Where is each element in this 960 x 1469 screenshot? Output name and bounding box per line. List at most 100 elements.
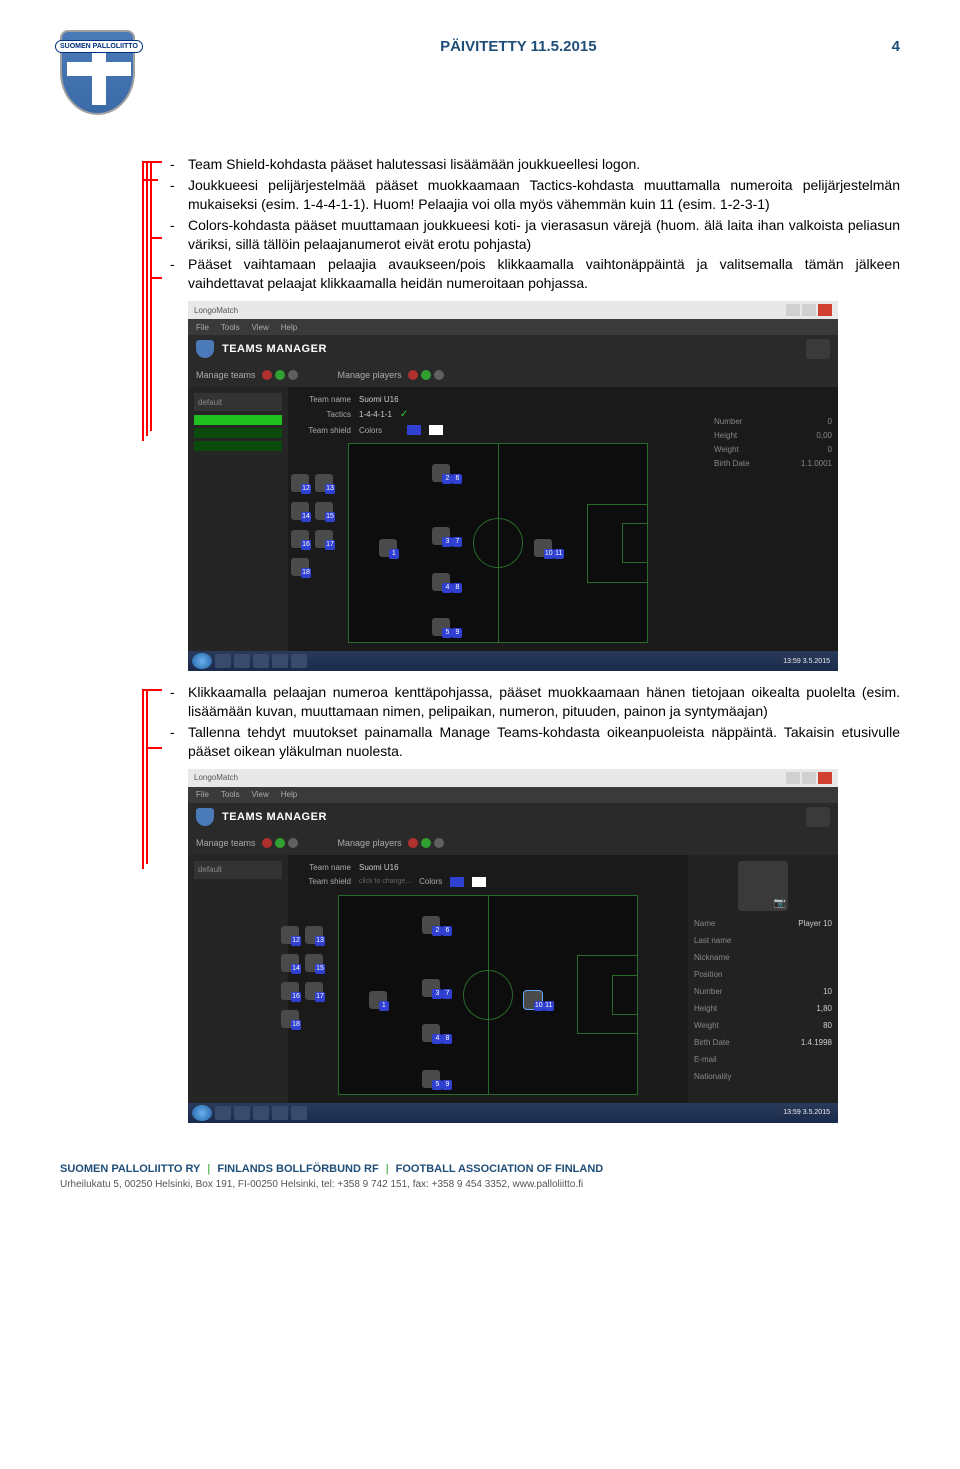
- menu-view[interactable]: View: [252, 790, 269, 799]
- start-button[interactable]: [192, 653, 212, 669]
- shield-hint[interactable]: click to change...: [359, 878, 411, 885]
- bench-player[interactable]: 12: [281, 926, 299, 944]
- save-icon[interactable]: [288, 370, 298, 380]
- height-input[interactable]: 1,80: [816, 1004, 832, 1013]
- task-icon[interactable]: [215, 654, 231, 668]
- shield-icon: [196, 340, 214, 358]
- color-away[interactable]: [472, 877, 486, 887]
- field-player[interactable]: 59: [432, 618, 450, 636]
- tactics-value[interactable]: 1-4-4-1-1: [359, 410, 392, 419]
- name-input[interactable]: Player 10: [798, 919, 832, 928]
- sidebar-slot[interactable]: [194, 428, 282, 438]
- task-icon[interactable]: [253, 1106, 269, 1120]
- bench-player[interactable]: 15: [315, 502, 333, 520]
- menu-help[interactable]: Help: [281, 323, 297, 332]
- field-player[interactable]: 1011: [534, 539, 552, 557]
- add-icon[interactable]: [275, 838, 285, 848]
- add-icon[interactable]: [421, 370, 431, 380]
- team-name-value[interactable]: Suomi U16: [359, 863, 399, 872]
- weight-input[interactable]: 80: [823, 1021, 832, 1030]
- sidebar-item-default[interactable]: default: [194, 393, 282, 411]
- footer-org: FINLANDS BOLLFÖRBUND RF: [217, 1163, 378, 1175]
- bench-player[interactable]: 15: [305, 954, 323, 972]
- window-title: LongoMatch: [194, 306, 786, 315]
- field-player[interactable]: 48: [432, 573, 450, 591]
- number-input[interactable]: 10: [823, 987, 832, 996]
- bullet-item: Tallenna tehdyt muutokset painamalla Man…: [160, 723, 900, 761]
- sidebar-slot[interactable]: [194, 415, 282, 425]
- field-player[interactable]: 1: [369, 991, 387, 1009]
- bullet-item: Pääset vaihtamaan pelaajia avaukseen/poi…: [160, 255, 900, 293]
- bullet-item: Joukkueesi pelijärjestelmää pääset muokk…: [160, 176, 900, 214]
- add-icon[interactable]: [275, 370, 285, 380]
- task-icon[interactable]: [253, 654, 269, 668]
- delete-icon[interactable]: [408, 370, 418, 380]
- menu-file[interactable]: File: [196, 790, 209, 799]
- bullet-list-top: Team Shield-kohdasta pääset halutessasi …: [160, 155, 900, 293]
- label: Team shield: [296, 877, 351, 886]
- bench-player[interactable]: 18: [281, 1010, 299, 1028]
- bench-player[interactable]: 14: [291, 502, 309, 520]
- bench-player[interactable]: 17: [315, 530, 333, 548]
- player-photo[interactable]: [738, 861, 788, 911]
- clock: 13:59 3.5.2015: [783, 1109, 834, 1116]
- window-buttons: [786, 772, 832, 784]
- bench-player[interactable]: 18: [291, 558, 309, 576]
- bench-player[interactable]: 14: [281, 954, 299, 972]
- task-icon[interactable]: [272, 654, 288, 668]
- bench-player[interactable]: 12: [291, 474, 309, 492]
- delete-icon[interactable]: [262, 370, 272, 380]
- sidebar-label: default: [198, 398, 222, 407]
- swap-icon[interactable]: [434, 838, 444, 848]
- bench-player[interactable]: 16: [291, 530, 309, 548]
- menu-file[interactable]: File: [196, 323, 209, 332]
- bullet-list-bottom: Klikkaamalla pelaajan numeroa kenttäpohj…: [160, 683, 900, 761]
- bench: 12 13 14 15 16 17 18: [291, 474, 341, 586]
- delete-icon[interactable]: [262, 838, 272, 848]
- shirt-icon[interactable]: [806, 339, 830, 359]
- delete-icon[interactable]: [408, 838, 418, 848]
- field-label: Height: [694, 1004, 717, 1013]
- start-button[interactable]: [192, 1105, 212, 1121]
- field-player[interactable]: 37: [422, 979, 440, 997]
- player-details-panel: NamePlayer 10 Last name Nickname Positio…: [688, 855, 838, 1103]
- back-arrow-icon[interactable]: [806, 807, 830, 827]
- field-player[interactable]: 26: [422, 916, 440, 934]
- task-icon[interactable]: [272, 1106, 288, 1120]
- task-icon[interactable]: [234, 1106, 250, 1120]
- bench-player[interactable]: 13: [315, 474, 333, 492]
- task-icon[interactable]: [215, 1106, 231, 1120]
- birth-input[interactable]: 1.4.1998: [801, 1038, 832, 1047]
- page-title: PÄIVITETTY 11.5.2015: [440, 38, 596, 55]
- field-player[interactable]: 26: [432, 464, 450, 482]
- color-home[interactable]: [450, 877, 464, 887]
- add-icon[interactable]: [421, 838, 431, 848]
- task-icon[interactable]: [291, 654, 307, 668]
- sidebar-item-default[interactable]: default: [194, 861, 282, 879]
- field-player[interactable]: 59: [422, 1070, 440, 1088]
- bench-player[interactable]: 17: [305, 982, 323, 1000]
- menu-help[interactable]: Help: [281, 790, 297, 799]
- menu-view[interactable]: View: [252, 323, 269, 332]
- color-away[interactable]: [429, 425, 443, 435]
- bench-player[interactable]: 13: [305, 926, 323, 944]
- team-name-value[interactable]: Suomi U16: [359, 395, 399, 404]
- color-home[interactable]: [407, 425, 421, 435]
- field-player[interactable]: 37: [432, 527, 450, 545]
- page-footer: SUOMEN PALLOLIITTO RY | FINLANDS BOLLFÖR…: [60, 1163, 900, 1190]
- field-player[interactable]: 48: [422, 1024, 440, 1042]
- check-icon[interactable]: ✓: [400, 409, 408, 420]
- tab-label: Manage players: [338, 370, 402, 380]
- menu-tools[interactable]: Tools: [221, 323, 240, 332]
- bench-player[interactable]: 16: [281, 982, 299, 1000]
- save-icon[interactable]: [288, 838, 298, 848]
- task-icon[interactable]: [234, 654, 250, 668]
- menu-bar: File Tools View Help: [188, 319, 838, 335]
- window-buttons: [786, 304, 832, 316]
- task-icon[interactable]: [291, 1106, 307, 1120]
- field-player[interactable]: 1: [379, 539, 397, 557]
- menu-tools[interactable]: Tools: [221, 790, 240, 799]
- swap-icon[interactable]: [434, 370, 444, 380]
- field-player[interactable]: 1011: [524, 991, 542, 1009]
- sidebar-slot[interactable]: [194, 441, 282, 451]
